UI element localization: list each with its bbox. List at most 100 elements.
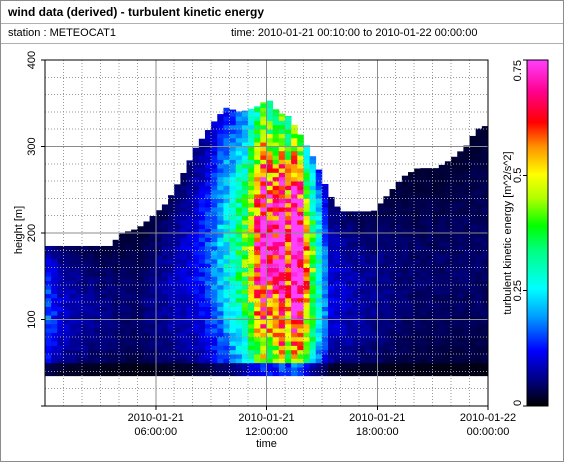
heatmap-cell [57,341,64,346]
heatmap-cell [118,302,126,307]
heatmap-cell [248,341,255,346]
heatmap-cell [340,228,347,234]
heatmap-cell [371,224,378,230]
heatmap-cell [143,233,150,238]
heatmap-cell [334,245,341,251]
heatmap-cell [340,224,347,230]
heatmap-cell [63,354,71,359]
heatmap-cell [315,345,323,351]
heatmap-cell [315,306,323,312]
heatmap-cell [260,124,267,130]
heatmap-cell [248,124,255,130]
heatmap-cell [432,215,440,221]
heatmap-cell [475,328,483,333]
heatmap-cell [186,228,194,234]
heatmap-cell [174,354,181,359]
heatmap-cell [204,168,212,173]
heatmap-cell [291,250,298,256]
heatmap-cell [321,254,329,260]
heatmap-cell [266,276,274,281]
heatmap-cell [291,172,298,178]
heatmap-cell [328,297,335,303]
heatmap-cell [463,358,470,364]
heatmap-cell [451,220,458,225]
heatmap-cell [457,263,464,268]
heatmap-cell [211,250,218,256]
heatmap-cell [143,306,150,312]
heatmap-cell [266,250,274,256]
heatmap-cell [481,129,489,134]
heatmap-cell [272,250,280,256]
heatmap-cell [432,341,440,346]
heatmap-cell [266,103,274,108]
heatmap-cell [45,258,52,264]
heatmap-cell [217,155,224,160]
heatmap-cell [346,237,354,243]
heatmap-cell [266,150,274,156]
heatmap-cell [88,258,95,264]
heatmap-cell [383,349,390,355]
heatmap-cell [328,202,335,208]
heatmap-cell [321,284,329,290]
heatmap-cell [309,228,317,234]
heatmap-cell [149,215,157,221]
heatmap-cell [284,194,292,199]
heatmap-cell [438,198,446,204]
heatmap-cell [284,371,292,377]
heatmap-cell [463,362,470,368]
heatmap-cell [100,319,107,325]
heatmap-cell [420,202,427,208]
heatmap-cell [143,328,150,333]
heatmap-cell [297,332,304,338]
heatmap-cell [469,150,477,156]
heatmap-cell [260,102,267,104]
heatmap-cell [340,367,347,372]
heatmap-cell [284,224,292,230]
heatmap-cell [426,211,434,217]
heatmap-cell [291,142,298,147]
heatmap-cell [414,176,421,182]
heatmap-cell [100,263,107,268]
heatmap-cell [420,245,427,251]
heatmap-cell [291,185,298,191]
heatmap-cell [211,133,218,139]
heatmap-cell [389,271,397,277]
heatmap-cell [371,215,378,221]
heatmap-cell [235,293,243,299]
heatmap-cell [371,250,378,256]
heatmap-cell [266,111,274,117]
heatmap-cell [297,224,304,230]
heatmap-cell [463,284,470,290]
heatmap-cell [211,267,218,273]
heatmap-cell [241,159,249,165]
heatmap-cell [223,224,230,230]
heatmap-cell [241,263,249,268]
heatmap-cell [272,367,280,372]
heatmap-cell [260,354,267,359]
heatmap-cell [364,349,372,355]
heatmap-cell [266,297,274,303]
heatmap-cell [186,224,194,230]
heatmap-cell [414,198,421,204]
heatmap-cell [463,315,470,320]
heatmap-cell [124,258,132,264]
x-tick-label: 2010-01-21 [238,412,294,424]
heatmap-cell [75,332,83,338]
heatmap-cell [438,215,446,221]
heatmap-cell [174,194,181,199]
heatmap-cell [291,207,298,212]
heatmap-cell [88,354,95,359]
heatmap-cell [321,276,329,281]
heatmap-cell [395,341,403,346]
heatmap-cell [174,202,181,208]
heatmap-cell [241,181,249,186]
heatmap-cell [383,310,390,316]
heatmap-cell [149,328,157,333]
heatmap-cell [278,245,286,251]
heatmap-cell [358,306,366,312]
heatmap-cell [124,336,132,342]
heatmap-cell [328,345,335,351]
heatmap-cell [272,358,280,364]
heatmap-cell [315,297,323,303]
heatmap-cell [161,354,169,359]
